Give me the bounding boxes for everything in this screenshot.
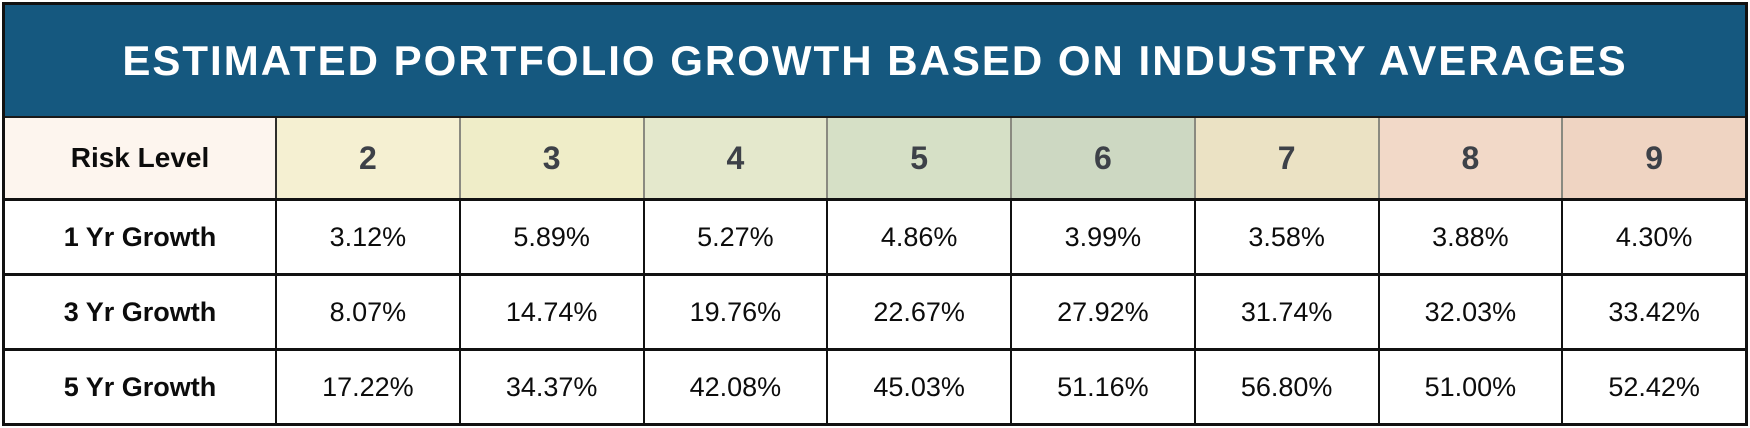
row-label-3yr: 3 Yr Growth xyxy=(63,296,217,327)
cell-3yr-risk9: 33.42% xyxy=(1561,276,1745,348)
table-row-1yr-growth: 1 Yr Growth 3.12% 5.89% 5.27% 4.86% 3.99… xyxy=(5,198,1745,273)
cell-1yr-risk5: 4.86% xyxy=(826,201,1010,273)
table-title: ESTIMATED PORTFOLIO GROWTH BASED ON INDU… xyxy=(122,36,1628,84)
cell-3yr-risk2: 8.07% xyxy=(275,276,459,348)
table-row-3yr-growth: 3 Yr Growth 8.07% 14.74% 19.76% 22.67% 2… xyxy=(5,273,1745,348)
cell-3yr-risk5: 22.67% xyxy=(826,276,1010,348)
table-row-5yr-growth: 5 Yr Growth 17.22% 34.37% 42.08% 45.03% … xyxy=(5,348,1745,423)
cell-5yr-risk5: 45.03% xyxy=(826,351,1010,423)
row-label-5yr: 5 Yr Growth xyxy=(63,371,217,402)
cell-5yr-risk4: 42.08% xyxy=(642,351,827,423)
cell-3yr-risk7: 31.74% xyxy=(1193,276,1378,348)
cell-1yr-risk2: 3.12% xyxy=(275,201,459,273)
cell-3yr-risk3: 14.74% xyxy=(458,276,643,348)
cell-5yr-risk9: 52.42% xyxy=(1561,351,1745,423)
cell-5yr-risk6: 51.16% xyxy=(1010,351,1194,423)
risk-level-7-header: 7 xyxy=(1193,118,1378,198)
cell-5yr-risk2: 17.22% xyxy=(275,351,459,423)
cell-1yr-risk8: 3.88% xyxy=(1377,201,1562,273)
risk-level-9-header: 9 xyxy=(1561,118,1745,198)
cell-1yr-risk3: 5.89% xyxy=(458,201,643,273)
risk-level-5-header: 5 xyxy=(826,118,1010,198)
cell-3yr-risk6: 27.92% xyxy=(1010,276,1194,348)
cell-1yr-risk4: 5.27% xyxy=(642,201,827,273)
risk-level-8-header: 8 xyxy=(1377,118,1562,198)
cell-1yr-risk7: 3.58% xyxy=(1193,201,1378,273)
cell-5yr-risk7: 56.80% xyxy=(1193,351,1378,423)
risk-level-corner-label: Risk Level xyxy=(5,118,275,198)
risk-level-3-header: 3 xyxy=(458,118,643,198)
risk-level-4-header: 4 xyxy=(642,118,827,198)
row-label-1yr: 1 Yr Growth xyxy=(63,221,217,252)
cell-3yr-risk4: 19.76% xyxy=(642,276,827,348)
risk-level-2-header: 2 xyxy=(275,118,459,198)
cell-5yr-risk3: 34.37% xyxy=(458,351,643,423)
cell-5yr-risk8: 51.00% xyxy=(1377,351,1562,423)
cell-1yr-risk9: 4.30% xyxy=(1561,201,1745,273)
risk-level-header-row: Risk Level 2 3 4 5 6 7 8 9 xyxy=(5,118,1745,198)
cell-3yr-risk8: 32.03% xyxy=(1377,276,1562,348)
cell-1yr-risk6: 3.99% xyxy=(1010,201,1194,273)
risk-level-6-header: 6 xyxy=(1010,118,1194,198)
table-title-bar: ESTIMATED PORTFOLIO GROWTH BASED ON INDU… xyxy=(5,5,1745,118)
